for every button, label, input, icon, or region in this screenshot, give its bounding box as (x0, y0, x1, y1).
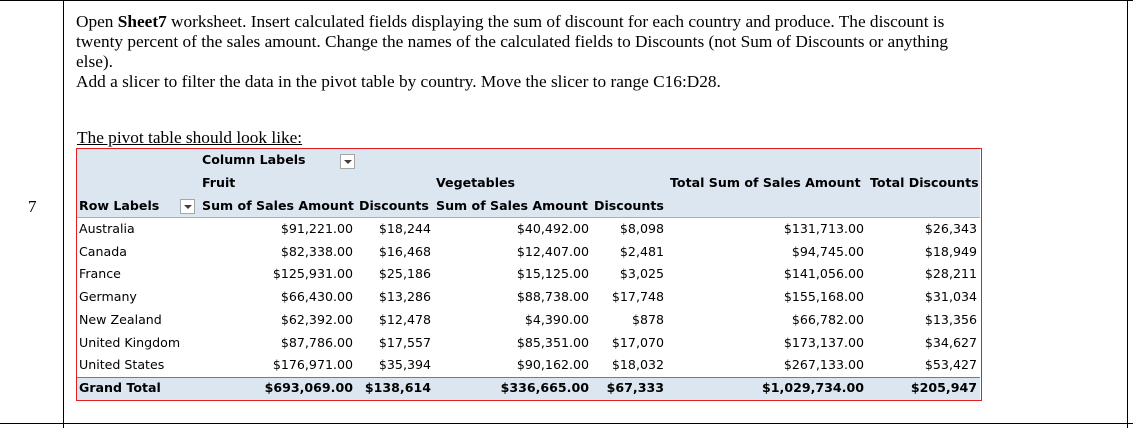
grand-total-veg-sales: $336,665.00 (500, 380, 589, 395)
total-discounts-cell: $53,427 (924, 357, 977, 373)
veg-discounts-cell: $8,098 (619, 221, 664, 236)
row-label: United States (79, 357, 165, 373)
question-instructions: Open Sheet7 worksheet. Insert calculated… (76, 12, 1116, 92)
sub-header-fruit-discounts: Discounts (359, 198, 429, 213)
group-header-fruit: Fruit (202, 175, 236, 190)
table-row: Australia $91,221.00 $18,244 $40,492.00 $8,0… (77, 218, 980, 241)
instruction-line-2: twenty percent of the sales amount. Chan… (76, 32, 949, 51)
veg-discounts-cell: $3,025 (619, 266, 664, 282)
table-row: United States $176,971.00 $35,394 $90,162.0… (77, 354, 980, 377)
table-rule-bottom (0, 423, 1133, 424)
total-discounts-cell: $26,343 (924, 221, 977, 236)
row-label: France (79, 266, 121, 282)
pivot-header-row-2: Fruit Vegetables Total Sum of Sales Amou… (77, 172, 980, 195)
instruction-line-3: else). (76, 52, 113, 71)
total-discounts-cell: $18,949 (924, 243, 977, 259)
grand-total-divider (77, 377, 980, 378)
veg-sales-cell: $90,162.00 (516, 357, 589, 373)
veg-sales-cell: $12,407.00 (516, 243, 589, 259)
grand-total-row: Grand Total $693,069.00 $138,614 $336,66… (77, 377, 980, 400)
fruit-sales-cell: $87,786.00 (280, 334, 353, 350)
column-labels-filter-dropdown-icon[interactable] (340, 154, 355, 169)
grand-total-veg-discounts: $67,333 (606, 380, 664, 395)
pivot-table-image: Column Labels Fruit Vegetables Total Sum… (76, 148, 982, 401)
total-sales-cell: $267,133.00 (783, 357, 864, 373)
table-row: United Kingdom $87,786.00 $17,557 $85,351.0… (77, 332, 980, 355)
total-discounts-cell: $13,356 (924, 311, 977, 327)
header-divider (77, 217, 980, 218)
grand-total-label: Grand Total (79, 380, 161, 395)
grand-total-total-sales: $1,029,734.00 (762, 380, 864, 395)
fruit-discounts-cell: $16,468 (378, 243, 431, 259)
instruction-line-4: Add a slicer to filter the data in the p… (76, 72, 721, 91)
total-discounts-cell: $34,627 (924, 334, 977, 350)
table-row: France $125,931.00 $25,186 $15,125.00 $3,025… (77, 263, 980, 286)
veg-sales-cell: $88,738.00 (516, 289, 589, 305)
column-labels-header: Column Labels (202, 152, 306, 167)
veg-discounts-cell: $17,070 (611, 334, 664, 350)
sheet-name: Sheet7 (117, 12, 167, 31)
fruit-sales-cell: $62,392.00 (280, 311, 353, 327)
total-sales-cell: $173,137.00 (783, 334, 864, 350)
row-label: United Kingdom (79, 334, 181, 350)
total-sales-cell: $66,782.00 (791, 311, 864, 327)
table-row: New Zealand $62,392.00 $12,478 $4,390.00 $87… (77, 309, 980, 332)
total-sales-header: Total Sum of Sales Amount (670, 175, 861, 190)
veg-sales-cell: $85,351.00 (516, 334, 589, 350)
total-discounts-cell: $31,034 (924, 289, 977, 305)
table-rule-top (0, 0, 1133, 1)
sub-header-veg-sales: Sum of Sales Amount (436, 198, 588, 213)
instruction-line-1: Open Sheet7 worksheet. Insert calculated… (76, 12, 945, 31)
group-header-vegetables: Vegetables (436, 175, 516, 190)
fruit-sales-cell: $176,971.00 (272, 357, 353, 373)
veg-discounts-cell: $17,748 (611, 289, 664, 305)
fruit-sales-cell: $82,338.00 (280, 243, 353, 259)
fruit-discounts-cell: $25,186 (378, 266, 431, 282)
row-label: Canada (79, 243, 127, 259)
veg-discounts-cell: $18,032 (611, 357, 664, 373)
total-sales-cell: $155,168.00 (783, 289, 864, 305)
total-sales-cell: $94,745.00 (791, 243, 864, 259)
total-discounts-cell: $28,211 (924, 266, 977, 282)
row-labels-filter-dropdown-icon[interactable] (180, 199, 195, 214)
grand-total-fruit-discounts: $138,614 (364, 380, 431, 395)
fruit-discounts-cell: $17,557 (378, 334, 431, 350)
row-label: New Zealand (79, 311, 162, 327)
pivot-header-row-1: Column Labels (77, 149, 980, 172)
row-label: Australia (79, 221, 135, 236)
fruit-discounts-cell: $12,478 (378, 311, 431, 327)
veg-sales-cell: $40,492.00 (516, 221, 589, 236)
veg-discounts-cell: $878 (631, 311, 664, 327)
fruit-sales-cell: $91,221.00 (280, 221, 353, 236)
column-divider (63, 0, 64, 428)
fruit-discounts-cell: $13,286 (378, 289, 431, 305)
fruit-discounts-cell: $35,394 (378, 357, 431, 373)
grand-total-fruit-sales: $693,069.00 (264, 380, 353, 395)
table-row: Germany $66,430.00 $13,286 $88,738.00 $17,74… (77, 286, 980, 309)
sub-header-veg-discounts: Discounts (594, 198, 664, 213)
grand-total-total-discounts: $205,947 (910, 380, 977, 395)
pivot-header-row-3: Row Labels Sum of Sales Amount Discounts… (77, 195, 980, 218)
pivot-note: The pivot table should look like: (77, 128, 303, 147)
fruit-discounts-cell: $18,244 (378, 221, 431, 236)
fruit-sales-cell: $125,931.00 (272, 266, 353, 282)
total-sales-cell: $131,713.00 (783, 221, 864, 236)
table-right-border (1127, 0, 1128, 428)
veg-sales-cell: $4,390.00 (524, 311, 589, 327)
question-number: 7 (28, 197, 37, 216)
total-sales-cell: $141,056.00 (783, 266, 864, 282)
fruit-sales-cell: $66,430.00 (280, 289, 353, 305)
row-label: Germany (79, 289, 137, 305)
row-labels-header: Row Labels (79, 198, 160, 213)
veg-sales-cell: $15,125.00 (516, 266, 589, 282)
veg-discounts-cell: $2,481 (619, 243, 664, 259)
sub-header-fruit-sales: Sum of Sales Amount (202, 198, 354, 213)
table-row: Canada $82,338.00 $16,468 $12,407.00 $2,481 $… (77, 241, 980, 264)
total-discounts-header: Total Discounts (870, 175, 979, 190)
